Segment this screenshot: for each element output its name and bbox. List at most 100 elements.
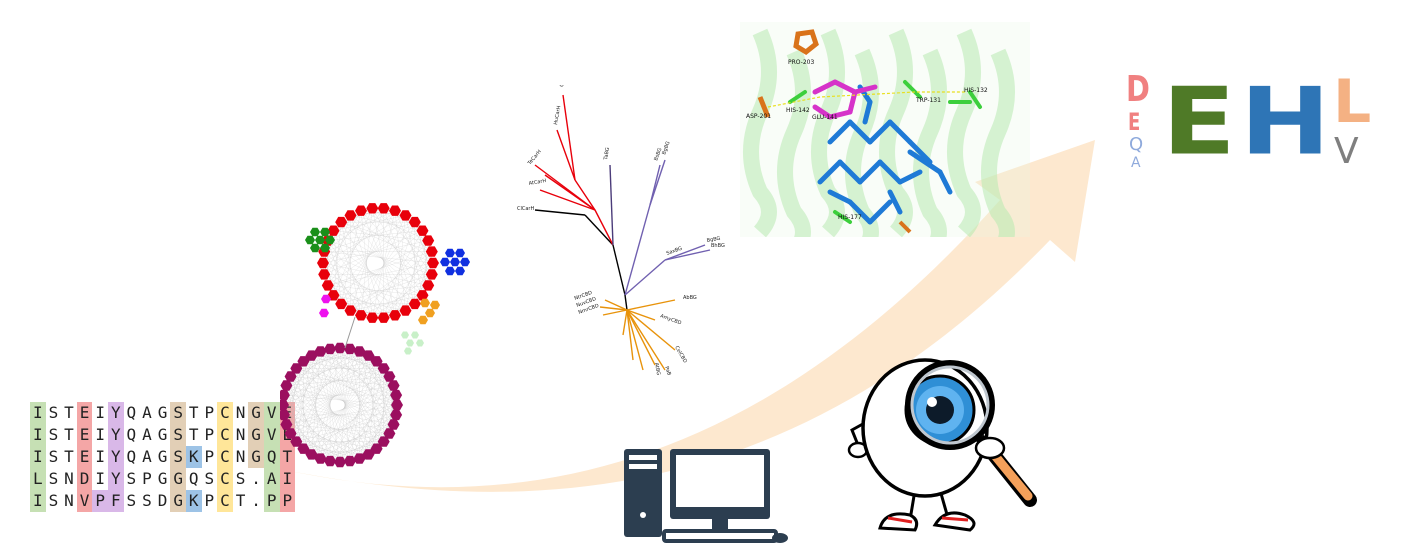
residue: E xyxy=(76,402,93,424)
residue: N xyxy=(232,402,249,424)
phylogenetic-tree: ObCarHHuCarHTeCarHAtCarHClCarHTaBGBsBGBg… xyxy=(517,85,725,375)
tree-leaf-label: TaBG xyxy=(603,147,611,161)
network-maroon-cluster-node xyxy=(353,453,366,464)
tree-branch xyxy=(622,309,628,336)
network-red-cluster-node xyxy=(422,235,435,246)
residue: T xyxy=(61,446,77,468)
residue-label: GLU-141 xyxy=(812,114,838,121)
residue: S xyxy=(123,468,140,490)
residue: G xyxy=(170,468,186,490)
network-red-cluster-node xyxy=(389,205,401,216)
tree-branch xyxy=(626,309,644,371)
residue-label: HIS-142 xyxy=(786,107,810,114)
tree-leaf-label: BhBG xyxy=(711,243,725,249)
network-red-cluster-node xyxy=(344,210,357,221)
residue: G xyxy=(170,490,186,512)
residue: D xyxy=(76,468,93,490)
tree-branch xyxy=(556,129,576,181)
tree-branch xyxy=(594,209,614,246)
network-maroon-cluster-node xyxy=(334,456,346,468)
tree-branch xyxy=(649,159,666,206)
residue: V xyxy=(263,424,280,446)
network-lightgreen-node xyxy=(401,331,409,339)
network-red-cluster-node xyxy=(408,216,421,228)
network-red-cluster-node xyxy=(317,257,329,269)
sequence-alignment: ISTEIYQAGSTPCNGVEISTEIYQAGSTPCNGVEISTEIY… xyxy=(30,402,296,512)
residue: P xyxy=(201,446,218,468)
tree-branch xyxy=(534,209,586,216)
network-lightgreen-node xyxy=(406,339,414,347)
network-blue-node xyxy=(440,257,450,267)
residue-sticks xyxy=(788,90,807,104)
tree-branch xyxy=(604,299,628,311)
network-red-cluster-node xyxy=(425,246,438,257)
network-blue-node xyxy=(460,257,470,267)
tree-branch xyxy=(599,306,628,311)
residue: E xyxy=(76,446,93,468)
sequence-logo: D E Q A E H L V xyxy=(1120,60,1390,200)
protein-network xyxy=(280,203,470,468)
tree-branch xyxy=(626,309,634,361)
tree-branch xyxy=(664,249,711,261)
residue: V xyxy=(76,490,93,512)
network-maroon-cluster-node xyxy=(280,399,289,411)
network-green-node xyxy=(320,227,330,237)
residue: Y xyxy=(107,424,124,446)
network-red-cluster-node xyxy=(399,210,412,221)
residue: A xyxy=(139,446,155,468)
residue: S xyxy=(170,424,186,446)
residue: V xyxy=(263,402,280,424)
residue: A xyxy=(139,424,155,446)
tree-leaf-label: CelCBD xyxy=(673,345,688,364)
residue-label: PRO-203 xyxy=(788,59,814,66)
network-maroon-cluster-node xyxy=(297,443,310,454)
network-red-cluster-node xyxy=(422,280,435,291)
residue: I xyxy=(92,446,108,468)
residue-sticks xyxy=(833,210,852,224)
residue: S xyxy=(45,424,62,446)
residue: Q xyxy=(123,424,140,446)
residue-sticks xyxy=(903,80,922,99)
residue: Q xyxy=(263,446,280,468)
network-green-node xyxy=(315,235,325,245)
network-maroon-cluster-node xyxy=(387,419,400,430)
helix-backdrop xyxy=(743,28,1015,237)
tree-branch xyxy=(626,309,676,351)
residue: S xyxy=(45,468,62,490)
network-red-cluster-node xyxy=(366,312,379,323)
tree-branch xyxy=(626,309,656,321)
logo-letter-l: L xyxy=(1333,67,1372,137)
residue: N xyxy=(232,446,249,468)
network-maroon-cluster-node xyxy=(284,428,297,439)
network-maroon-cluster-node xyxy=(334,342,346,354)
tree-leaf-label: ClCarH xyxy=(517,206,534,212)
residue: C xyxy=(217,446,233,468)
network-maroon-cluster-node xyxy=(383,428,396,439)
pro-residue xyxy=(793,29,819,56)
network-red-cluster-node xyxy=(408,298,421,310)
tree-branch xyxy=(624,204,651,296)
tree-branch xyxy=(574,179,596,211)
residue: Y xyxy=(107,402,124,424)
network-red-cluster-node xyxy=(318,269,331,280)
residue: I xyxy=(30,490,46,512)
network-red-cluster-node xyxy=(327,225,340,236)
residue: Q xyxy=(123,402,140,424)
residue: G xyxy=(154,446,171,468)
tree-branch xyxy=(626,309,666,371)
residue: S xyxy=(232,468,249,490)
network-green-node xyxy=(305,235,315,245)
tree-branch xyxy=(544,174,596,211)
network-maroon-cluster-node xyxy=(390,389,403,401)
network-blue-node xyxy=(445,248,455,258)
network-maroon-cluster-node xyxy=(377,436,390,447)
residue: . xyxy=(248,490,264,512)
residue: T xyxy=(185,424,202,446)
residue: S xyxy=(139,490,155,512)
residue: S xyxy=(45,490,62,512)
network-lightgreen-node xyxy=(404,347,412,355)
residue: I xyxy=(92,402,108,424)
